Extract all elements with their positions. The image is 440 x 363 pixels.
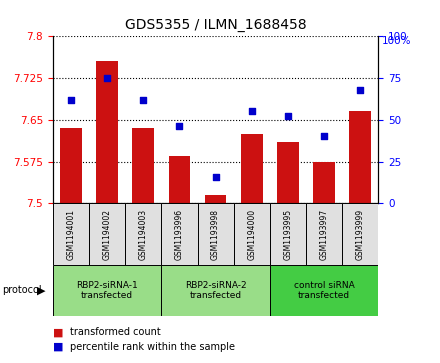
- Bar: [89, 203, 125, 265]
- Point: [176, 123, 183, 129]
- Text: protocol: protocol: [2, 285, 42, 295]
- Bar: [161, 203, 198, 265]
- Text: GSM1193997: GSM1193997: [319, 209, 329, 260]
- Bar: [342, 203, 378, 265]
- Text: GSM1194003: GSM1194003: [139, 209, 148, 260]
- Text: percentile rank within the sample: percentile rank within the sample: [70, 342, 235, 352]
- Text: transformed count: transformed count: [70, 327, 161, 337]
- Text: control siRNA
transfected: control siRNA transfected: [294, 281, 355, 300]
- Point: [103, 75, 110, 81]
- Text: ■: ■: [53, 342, 63, 352]
- Text: 100%: 100%: [381, 36, 411, 46]
- Bar: [60, 128, 82, 203]
- Bar: [169, 156, 190, 203]
- Text: GSM1193998: GSM1193998: [211, 209, 220, 260]
- Bar: [161, 265, 270, 316]
- Bar: [313, 162, 335, 203]
- Text: RBP2-siRNA-2
transfected: RBP2-siRNA-2 transfected: [185, 281, 246, 300]
- Bar: [270, 265, 378, 316]
- Point: [357, 87, 364, 93]
- Bar: [270, 203, 306, 265]
- Bar: [241, 134, 263, 203]
- Bar: [277, 142, 299, 203]
- Point: [321, 134, 328, 139]
- Point: [67, 97, 74, 103]
- Bar: [125, 203, 161, 265]
- Text: GSM1193995: GSM1193995: [283, 209, 293, 260]
- Title: GDS5355 / ILMN_1688458: GDS5355 / ILMN_1688458: [125, 19, 306, 33]
- Text: GSM1194001: GSM1194001: [66, 209, 75, 260]
- Bar: [306, 203, 342, 265]
- Point: [284, 114, 291, 119]
- Bar: [205, 195, 227, 203]
- Text: GSM1194000: GSM1194000: [247, 209, 256, 260]
- Bar: [96, 61, 118, 203]
- Text: RBP2-siRNA-1
transfected: RBP2-siRNA-1 transfected: [76, 281, 138, 300]
- Bar: [53, 203, 89, 265]
- Bar: [132, 128, 154, 203]
- Bar: [349, 111, 371, 203]
- Bar: [198, 203, 234, 265]
- Text: ■: ■: [53, 327, 63, 337]
- Point: [212, 174, 219, 179]
- Text: ▶: ▶: [37, 285, 45, 295]
- Bar: [53, 265, 161, 316]
- Text: GSM1193999: GSM1193999: [356, 209, 365, 260]
- Point: [248, 109, 255, 114]
- Text: GSM1194002: GSM1194002: [103, 209, 112, 260]
- Text: GSM1193996: GSM1193996: [175, 209, 184, 260]
- Point: [140, 97, 147, 103]
- Bar: [234, 203, 270, 265]
